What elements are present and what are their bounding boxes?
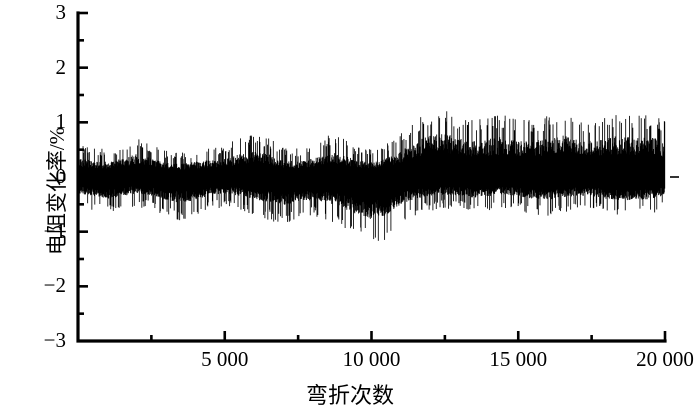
- y-tick-label: 3: [55, 0, 67, 24]
- y-tick-label: 1: [55, 109, 67, 134]
- y-tick-label: −3: [43, 328, 66, 352]
- y-tick-label: −1: [43, 218, 66, 243]
- x-tick-label: 5 000: [201, 347, 249, 371]
- data-series-noise-band: [77, 111, 666, 241]
- x-tick-label: 10 000: [342, 347, 401, 371]
- x-tick-label: 15 000: [489, 347, 548, 371]
- y-tick-label: 0: [55, 164, 67, 188]
- x-axis-label: 弯折次数: [305, 383, 394, 408]
- y-tick-label: −2: [43, 273, 66, 298]
- y-tick-label: 2: [55, 54, 67, 79]
- x-tick-label: 20 000: [636, 347, 694, 371]
